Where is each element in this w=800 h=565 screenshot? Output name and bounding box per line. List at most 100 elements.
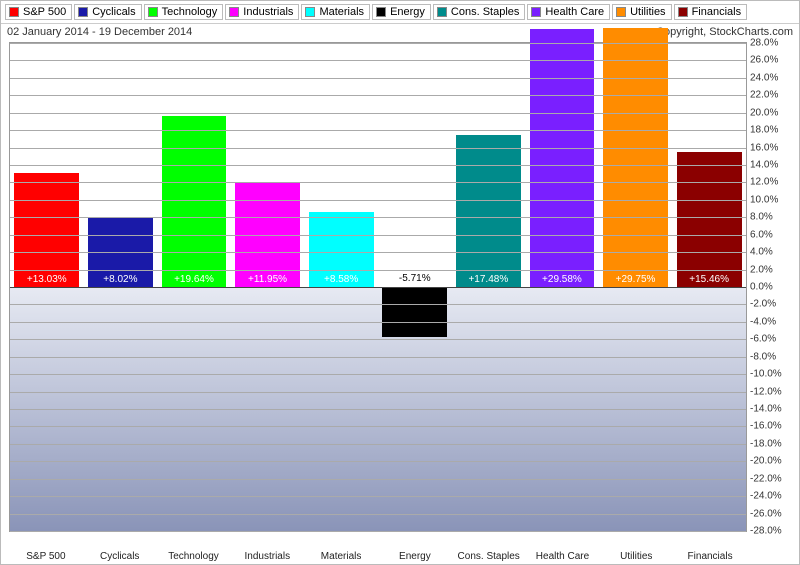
y-tick-label: 24.0% bbox=[750, 72, 794, 83]
plot-area: +13.03%+8.02%+19.64%+11.95%+8.58%-5.71%+… bbox=[9, 42, 747, 532]
bar-value-label: +11.95% bbox=[235, 274, 300, 285]
legend-item: Cyclicals bbox=[74, 4, 141, 20]
gridline bbox=[10, 217, 746, 218]
gridline bbox=[10, 252, 746, 253]
gridline bbox=[10, 357, 746, 358]
gridline bbox=[10, 461, 746, 462]
y-tick-label: 16.0% bbox=[750, 142, 794, 153]
gridline bbox=[10, 113, 746, 114]
legend-label: Health Care bbox=[545, 6, 604, 18]
bar-value-label: +8.58% bbox=[309, 274, 374, 285]
legend-swatch bbox=[78, 7, 88, 17]
y-tick-label: -2.0% bbox=[750, 299, 794, 310]
sector-performance-chart: S&P 500CyclicalsTechnologyIndustrialsMat… bbox=[0, 0, 800, 565]
y-tick-label: -8.0% bbox=[750, 351, 794, 362]
gridline bbox=[10, 78, 746, 79]
gridline bbox=[10, 148, 746, 149]
bar-value-label: +13.03% bbox=[14, 274, 79, 285]
y-tick-label: 8.0% bbox=[750, 212, 794, 223]
legend-label: S&P 500 bbox=[23, 6, 66, 18]
bar: +8.58% bbox=[309, 212, 374, 287]
legend-item: Technology bbox=[144, 4, 224, 20]
bar-value-label: +29.75% bbox=[603, 274, 668, 285]
y-tick-label: 2.0% bbox=[750, 264, 794, 275]
y-tick-label: 6.0% bbox=[750, 229, 794, 240]
gridline bbox=[10, 182, 746, 183]
y-tick-label: -26.0% bbox=[750, 508, 794, 519]
bar: +19.64% bbox=[162, 116, 227, 287]
gridline bbox=[10, 531, 746, 532]
legend-item: Utilities bbox=[612, 4, 671, 20]
gridline bbox=[10, 339, 746, 340]
y-tick-label: -6.0% bbox=[750, 334, 794, 345]
gridline bbox=[10, 496, 746, 497]
legend: S&P 500CyclicalsTechnologyIndustrialsMat… bbox=[1, 1, 799, 24]
gridline bbox=[10, 200, 746, 201]
y-tick-label: 0.0% bbox=[750, 282, 794, 293]
y-tick-label: 4.0% bbox=[750, 247, 794, 258]
legend-swatch bbox=[9, 7, 19, 17]
y-tick-label: 14.0% bbox=[750, 160, 794, 171]
bar: -5.71% bbox=[382, 287, 447, 337]
bar: +17.48% bbox=[456, 135, 521, 287]
gridline bbox=[10, 409, 746, 410]
x-tick-label: Cons. Staples bbox=[452, 551, 526, 562]
gridline bbox=[10, 444, 746, 445]
legend-item: Health Care bbox=[527, 4, 610, 20]
bar-value-label: +15.46% bbox=[677, 274, 742, 285]
bar-value-label: +19.64% bbox=[162, 274, 227, 285]
y-tick-label: -4.0% bbox=[750, 316, 794, 327]
x-tick-label: Cyclicals bbox=[83, 551, 157, 562]
gridline bbox=[10, 43, 746, 44]
bar-value-label: -5.71% bbox=[382, 273, 447, 284]
gridline bbox=[10, 60, 746, 61]
gridline bbox=[10, 374, 746, 375]
x-tick-label: Technology bbox=[157, 551, 231, 562]
y-tick-label: 20.0% bbox=[750, 107, 794, 118]
legend-swatch bbox=[229, 7, 239, 17]
x-axis: S&P 500CyclicalsTechnologyIndustrialsMat… bbox=[9, 551, 747, 562]
legend-item: Cons. Staples bbox=[433, 4, 525, 20]
x-tick-label: Energy bbox=[378, 551, 452, 562]
gridline bbox=[10, 95, 746, 96]
legend-swatch bbox=[148, 7, 158, 17]
y-tick-label: 22.0% bbox=[750, 90, 794, 101]
x-tick-label: Utilities bbox=[599, 551, 673, 562]
date-range: 02 January 2014 - 19 December 2014 bbox=[7, 26, 192, 38]
gridline bbox=[10, 322, 746, 323]
y-tick-label: -10.0% bbox=[750, 369, 794, 380]
legend-swatch bbox=[305, 7, 315, 17]
legend-swatch bbox=[437, 7, 447, 17]
gridline bbox=[10, 165, 746, 166]
y-tick-label: -12.0% bbox=[750, 386, 794, 397]
bar-value-label: +8.02% bbox=[88, 274, 153, 285]
gridline bbox=[10, 304, 746, 305]
gridline bbox=[10, 392, 746, 393]
y-tick-label: 28.0% bbox=[750, 38, 794, 49]
y-tick-label: -22.0% bbox=[750, 473, 794, 484]
bar: +29.75% bbox=[603, 28, 668, 287]
gridline bbox=[10, 426, 746, 427]
legend-item: S&P 500 bbox=[5, 4, 72, 20]
legend-label: Cons. Staples bbox=[451, 6, 519, 18]
legend-item: Energy bbox=[372, 4, 431, 20]
legend-swatch bbox=[376, 7, 386, 17]
y-tick-label: -28.0% bbox=[750, 526, 794, 537]
y-tick-label: 18.0% bbox=[750, 125, 794, 136]
gridline bbox=[10, 235, 746, 236]
x-tick-label: Industrials bbox=[230, 551, 304, 562]
y-tick-label: 26.0% bbox=[750, 55, 794, 66]
legend-label: Financials bbox=[692, 6, 742, 18]
legend-label: Energy bbox=[390, 6, 425, 18]
legend-swatch bbox=[531, 7, 541, 17]
legend-item: Materials bbox=[301, 4, 370, 20]
x-tick-label: S&P 500 bbox=[9, 551, 83, 562]
legend-swatch bbox=[616, 7, 626, 17]
y-tick-label: -24.0% bbox=[750, 491, 794, 502]
x-tick-label: Financials bbox=[673, 551, 747, 562]
legend-label: Utilities bbox=[630, 6, 665, 18]
x-tick-label: Materials bbox=[304, 551, 378, 562]
legend-item: Financials bbox=[674, 4, 748, 20]
meta-row: 02 January 2014 - 19 December 2014 Copyr… bbox=[1, 24, 799, 40]
gridline bbox=[10, 514, 746, 515]
